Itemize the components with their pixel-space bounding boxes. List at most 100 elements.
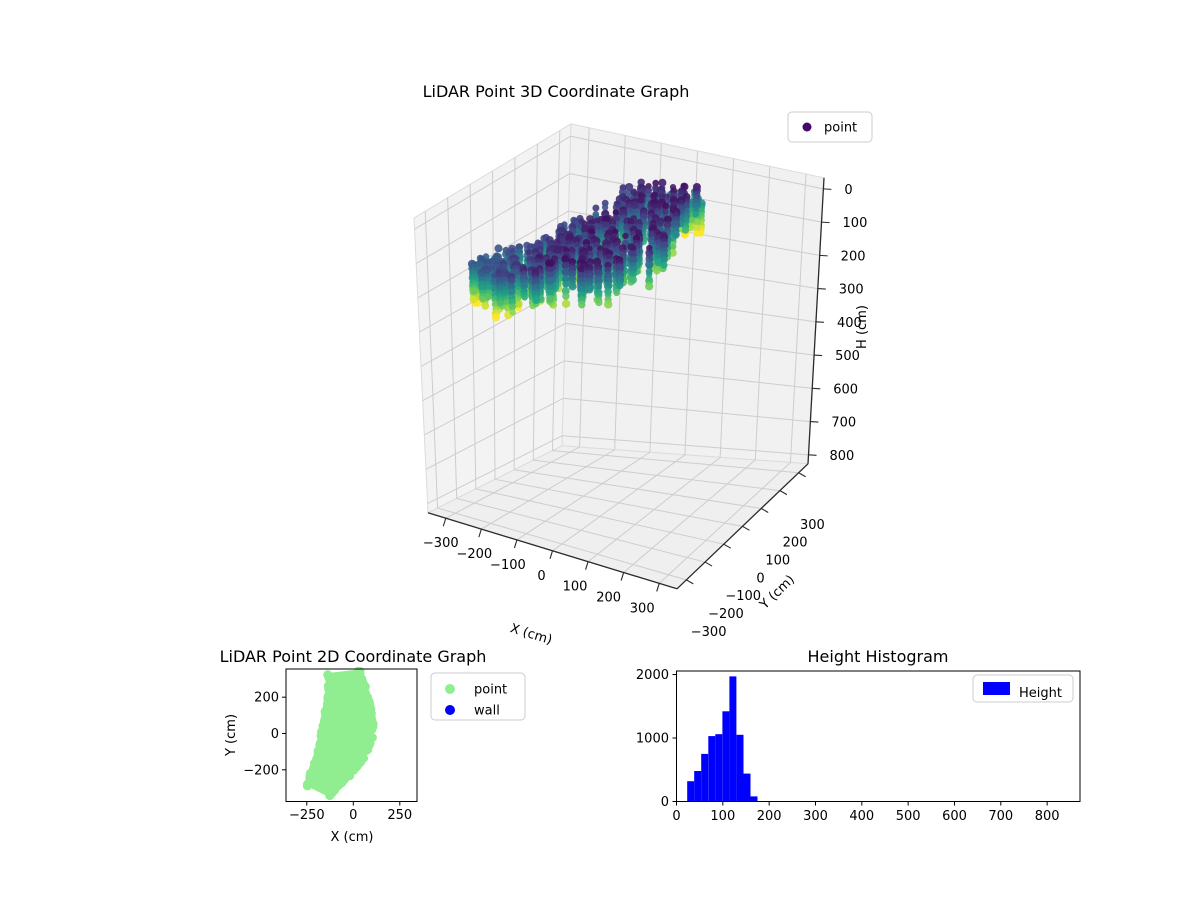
y-tick-3d [686, 579, 694, 585]
y-tick-label-2d: −200 [243, 763, 279, 778]
scatter-dot-3d [507, 277, 516, 285]
z-tick-3d [810, 421, 819, 423]
gridline-3d [658, 462, 791, 584]
scatter-dot-3d [693, 230, 700, 237]
y-tick-3d [723, 543, 732, 549]
x-tick-3d [513, 539, 518, 549]
scatter-dot-3d [658, 178, 667, 187]
z-tick-3d [815, 321, 824, 323]
scatter-dot-3d [660, 241, 669, 250]
scatter-dot-3d [629, 276, 637, 284]
z-tick-3d [823, 188, 832, 190]
scatter-dot-3d [561, 299, 571, 308]
gridline-3d [754, 166, 771, 460]
z-axis-label-3d: H (cm) [855, 305, 870, 349]
scatter-dot-3d [553, 246, 562, 255]
z-tick-label-3d: 100 [843, 216, 868, 231]
scatter-dot-3d [629, 250, 637, 258]
scatter-dot-3d [613, 289, 620, 297]
y-tick-label-3d: −100 [725, 589, 761, 604]
scatter-dot-3d [568, 282, 577, 291]
scatter-dot-2d [362, 689, 371, 698]
scatter-dot-2d [316, 744, 324, 752]
scatter-dot-3d [581, 225, 589, 234]
hist-bar [750, 796, 758, 802]
x-tick-label-hist: 500 [896, 809, 921, 824]
scatter-dot-3d [481, 302, 490, 310]
gridline-3d [623, 459, 756, 573]
scatter-dot-2d [324, 700, 331, 706]
scatter-dot-3d [588, 219, 595, 226]
hist-bar [701, 753, 709, 802]
legend-2d-point-marker [445, 684, 455, 694]
hist-bar [715, 734, 723, 802]
scatter-dot-3d [470, 287, 479, 295]
x-tick-label-2d: 0 [349, 808, 357, 823]
scatter-dot-3d [509, 309, 516, 316]
y-tick-label-hist: 2000 [636, 668, 669, 683]
x-axis-label-3d: X (cm) [508, 621, 554, 648]
plot-2d: −250 0 250 200 0 −200 LiDAR Point 2D Coordina… [220, 647, 526, 845]
z-tick-label-3d: 200 [841, 249, 866, 264]
point-cloud-3d [467, 178, 706, 322]
y-tick-label-hist: 0 [661, 795, 669, 810]
hist-bar [736, 734, 744, 802]
z-tick-label-3d: 500 [835, 349, 860, 364]
scatter-dot-3d [585, 285, 594, 294]
scatter-dot-3d [662, 202, 670, 210]
plot2d-title: LiDAR Point 2D Coordinate Graph [220, 647, 487, 666]
y-axis-line-3d [676, 463, 809, 590]
scatter-dot-3d [545, 276, 554, 285]
scatter-dot-3d [616, 282, 624, 290]
x-tick-label-3d: 0 [537, 569, 545, 584]
x-tick-label-2d: 250 [387, 808, 412, 823]
tick-group-2d: −250 0 250 200 0 −200 [243, 691, 412, 823]
scatter-dot-2d [325, 689, 331, 695]
legend-hist-label: Height [1019, 686, 1062, 701]
scatter-dot-3d [492, 313, 500, 322]
y-tick-3d [760, 507, 769, 513]
tick-group-hist: 0 100 200 300 400 500 600 700 800 0 1000 2000 [636, 668, 1060, 824]
scatter-dot-3d [657, 220, 664, 228]
gridline-3d [445, 446, 580, 519]
z-tick-3d [821, 221, 830, 224]
axes-frame-hist [676, 670, 1081, 802]
hist-bars [687, 676, 758, 802]
x-tick-3d [620, 572, 625, 581]
hist-bar [694, 771, 702, 802]
x-tick-3d [442, 518, 447, 527]
scatter-dot-2d [309, 764, 317, 771]
scatter-dot-2d [305, 770, 316, 780]
z-tick-label-3d: 300 [839, 283, 864, 298]
scatter-dot-3d [692, 211, 700, 218]
z-tick-label-3d: 600 [833, 382, 858, 397]
scatter-dot-3d [580, 231, 590, 240]
x-tick-label-hist: 0 [672, 809, 680, 824]
y-tick-3d [704, 561, 713, 567]
x-tick-3d [656, 583, 660, 592]
scatter-dot-3d [650, 192, 657, 200]
scatter-dot-3d [622, 232, 629, 240]
x-axis-label-2d: X (cm) [331, 830, 374, 845]
scatter-dot-3d [508, 283, 516, 291]
scatter-dot-2d [357, 674, 366, 683]
scatter-dot-3d [588, 228, 596, 236]
scatter-dot-3d [662, 208, 669, 215]
z-tick-3d [812, 387, 821, 390]
x-tick-3d [585, 561, 589, 570]
scatter-dot-2d [304, 779, 312, 787]
scatter-dot-3d [520, 282, 528, 290]
scatter-dot-3d [612, 209, 620, 216]
scatter-dot-2d [325, 695, 332, 702]
scatter-dot-2d [349, 766, 358, 775]
legend-hist: Height [972, 674, 1074, 703]
scatter-dot-3d [629, 245, 637, 252]
scatter-dot-2d [368, 716, 377, 725]
x-tick-3d [478, 528, 482, 538]
scatter-dot-3d [645, 282, 654, 291]
scatter-dot-3d [611, 228, 619, 235]
scatter-dot-3d [681, 226, 690, 234]
scatter-dot-3d [563, 247, 570, 254]
scatter-dot-2d [312, 756, 320, 763]
scatter-dot-3d [660, 261, 668, 269]
